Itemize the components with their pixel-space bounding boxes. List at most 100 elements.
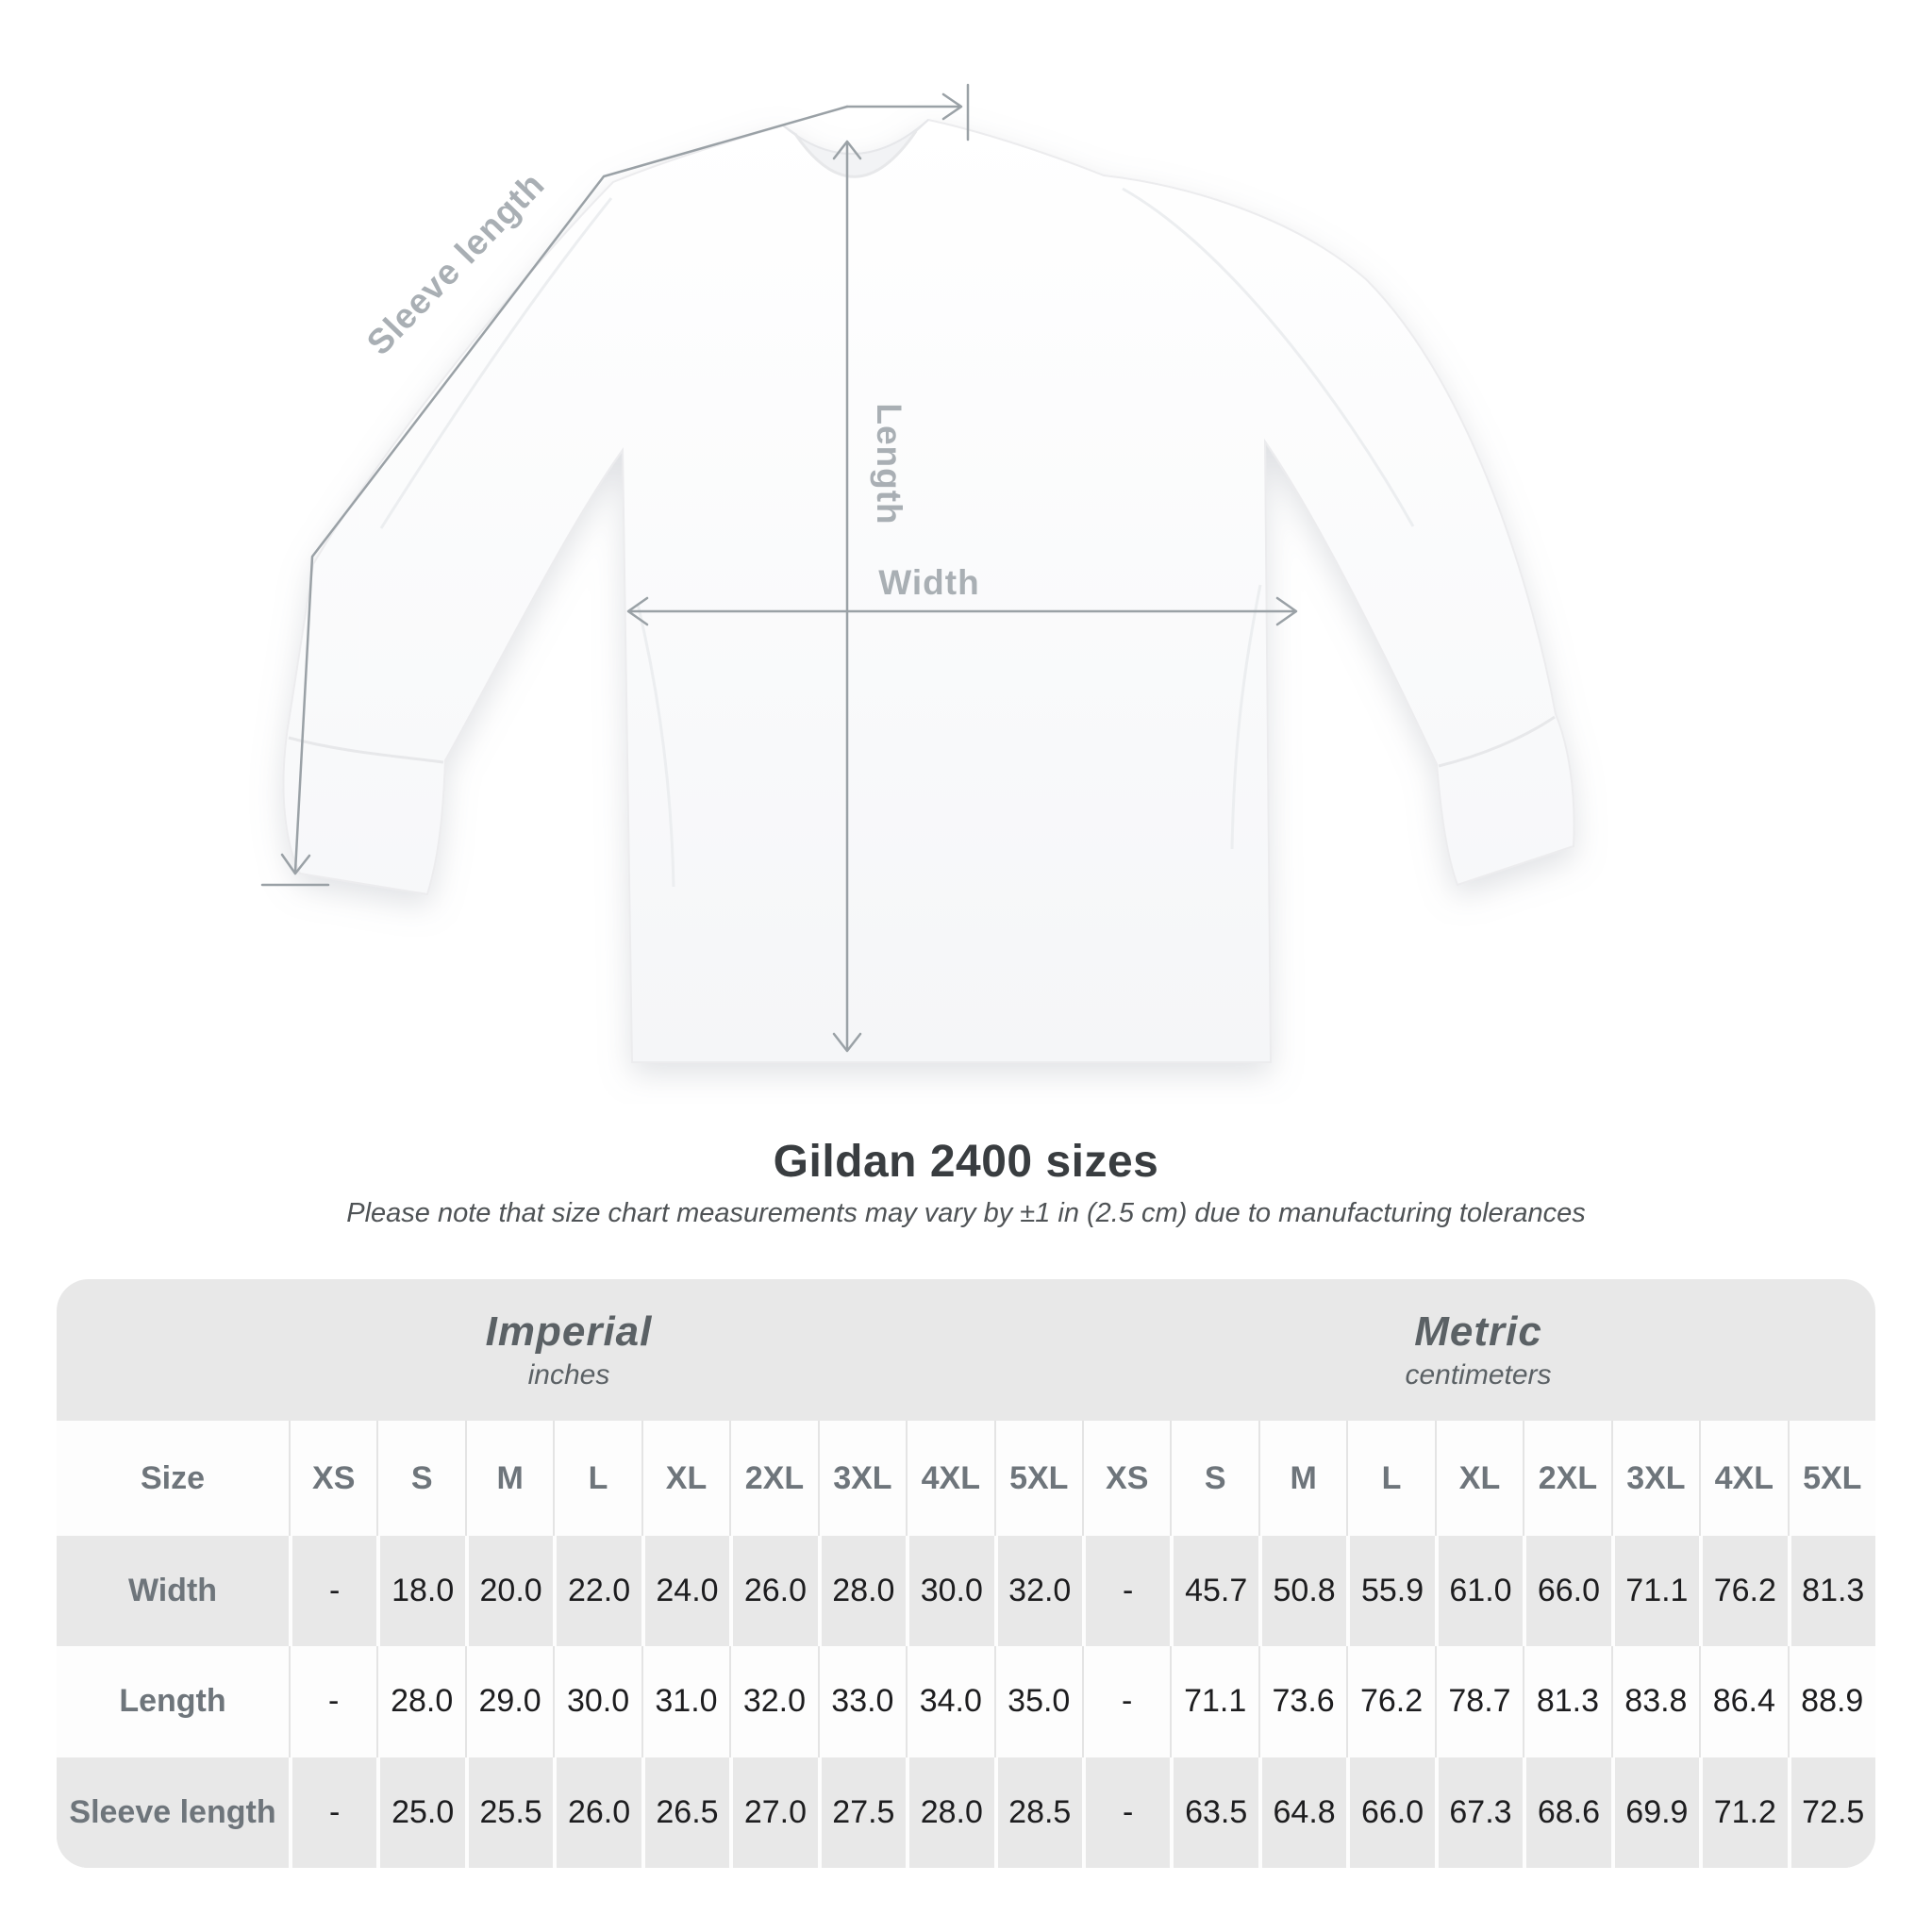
metric-value-cell: 88.9 [1787, 1646, 1875, 1757]
unit-group-row: Imperial inches Metric centimeters [57, 1279, 1875, 1421]
metric-value-cell: 50.8 [1257, 1536, 1346, 1647]
imperial-value-cell: 30.0 [553, 1646, 641, 1757]
metric-value-cell: 81.3 [1523, 1646, 1610, 1757]
sleeve-measure-arrowhead-down [280, 853, 311, 875]
metric-value-cell: 61.0 [1434, 1536, 1523, 1647]
size-header-imperial-4xl: 4XL [906, 1421, 993, 1536]
imperial-unit-label: inches [527, 1359, 610, 1391]
left-cuff-seam [288, 736, 444, 764]
size-header-metric-m: M [1257, 1421, 1346, 1536]
right-cuff-seam [1438, 715, 1556, 768]
metric-value-cell: 86.4 [1699, 1646, 1787, 1757]
size-table-body: Width -18.0 20.0 22.0 24.0 26.0 28.0 30.0 32.0-4… [57, 1536, 1875, 1868]
shirt-illustration [282, 118, 1575, 1063]
imperial-value-cell: 28.0 [906, 1757, 993, 1868]
table-row-sleeve-length: Sleeve length -25.0 25.5 26.0 26.5 27.0 27.5 28… [57, 1757, 1875, 1868]
imperial-value-cell: 34.0 [906, 1646, 993, 1757]
metric-value-cell: 69.9 [1610, 1757, 1699, 1868]
metric-value-cell: - [1081, 1536, 1170, 1647]
metric-unit-label: centimeters [1405, 1359, 1552, 1391]
size-column-header: Size [140, 1459, 206, 1496]
size-header-imperial-m: M [464, 1421, 553, 1536]
metric-value-cell: 64.8 [1257, 1757, 1346, 1868]
size-header-metric-4xl: 4XL [1699, 1421, 1787, 1536]
imperial-value-cell: - [289, 1536, 376, 1647]
metric-value-cell: 68.6 [1523, 1757, 1610, 1868]
metric-group-header: Metric centimeters [1081, 1279, 1875, 1421]
metric-value-cell: 72.5 [1787, 1757, 1875, 1868]
metric-value-cell: 71.1 [1170, 1646, 1257, 1757]
size-header-metric-xs: XS [1081, 1421, 1170, 1536]
imperial-value-cell: 28.0 [817, 1536, 906, 1647]
metric-value-cell: - [1081, 1646, 1170, 1757]
page-subtitle: Please note that size chart measurements… [346, 1198, 1586, 1228]
table-row-length: Length -28.0 29.0 30.0 31.0 32.0 33.0 34.0 35.0-… [57, 1646, 1875, 1757]
metric-value-cell: 66.0 [1523, 1536, 1610, 1647]
size-header-metric-xl: XL [1434, 1421, 1523, 1536]
metric-value-cell: 71.2 [1699, 1757, 1787, 1868]
metric-value-cell: 45.7 [1170, 1536, 1257, 1647]
metric-value-cell: 83.8 [1610, 1646, 1699, 1757]
imperial-value-cell: 29.0 [464, 1646, 553, 1757]
shirt-outline [282, 118, 1575, 1063]
imperial-label: Imperial [485, 1308, 653, 1355]
length-arrowhead-up [832, 140, 862, 160]
size-header-metric-s: S [1170, 1421, 1257, 1536]
metric-value-cell: 67.3 [1434, 1757, 1523, 1868]
metric-label: Metric [1414, 1308, 1542, 1355]
metric-value-cell: 78.7 [1434, 1646, 1523, 1757]
size-header-imperial-5xl: 5XL [993, 1421, 1082, 1536]
imperial-value-cell: 25.5 [464, 1757, 553, 1868]
imperial-value-cell: 32.0 [729, 1646, 817, 1757]
imperial-value-cell: 20.0 [464, 1536, 553, 1647]
size-header-imperial-xl: XL [641, 1421, 729, 1536]
fold-line [636, 603, 675, 888]
metric-value-cell: - [1081, 1757, 1170, 1868]
metric-value-cell: 73.6 [1257, 1646, 1346, 1757]
imperial-value-cell: 18.0 [376, 1536, 464, 1647]
imperial-value-cell: 28.5 [993, 1757, 1082, 1868]
imperial-value-cell: 22.0 [553, 1536, 641, 1647]
imperial-value-cell: 35.0 [993, 1646, 1082, 1757]
imperial-value-cell: 25.0 [376, 1757, 464, 1868]
length-label: Length [870, 403, 908, 525]
size-header-row: Size XS S M L XL 2XL 3XL 4XL 5XL XS S M L XL 2XL 3XL 4XL 5… [57, 1421, 1875, 1536]
row-label: Sleeve length [69, 1793, 276, 1830]
sleeve-measure-line [293, 105, 849, 874]
table-row-width: Width -18.0 20.0 22.0 24.0 26.0 28.0 30.0 32.0-4… [57, 1536, 1875, 1647]
width-label: Width [878, 563, 979, 602]
metric-value-cell: 63.5 [1170, 1757, 1257, 1868]
metric-value-cell: 66.0 [1346, 1757, 1434, 1868]
imperial-value-cell: - [289, 1646, 376, 1757]
imperial-value-cell: 28.0 [376, 1646, 464, 1757]
row-label: Width [127, 1573, 218, 1609]
imperial-value-cell: 32.0 [993, 1536, 1082, 1647]
imperial-value-cell: 27.0 [729, 1757, 817, 1868]
size-header-metric-3xl: 3XL [1610, 1421, 1699, 1536]
fold-line [1122, 187, 1415, 527]
size-header-imperial-3xl: 3XL [817, 1421, 906, 1536]
imperial-value-cell: - [289, 1757, 376, 1868]
imperial-value-cell: 26.5 [641, 1757, 729, 1868]
width-arrowhead-right [1275, 596, 1298, 626]
size-header-metric-l: L [1346, 1421, 1434, 1536]
imperial-value-cell: 30.0 [906, 1536, 993, 1647]
size-header-imperial-s: S [376, 1421, 464, 1536]
width-arrowhead-left [626, 596, 649, 626]
fold-line [379, 197, 613, 529]
length-arrowhead-down [832, 1032, 862, 1053]
metric-value-cell: 81.3 [1787, 1536, 1875, 1647]
fold-line [1230, 584, 1262, 850]
sleeve-measure-arrowhead-right [941, 92, 963, 121]
size-header-metric-2xl: 2XL [1523, 1421, 1610, 1536]
imperial-value-cell: 24.0 [641, 1536, 729, 1647]
imperial-value-cell: 31.0 [641, 1646, 729, 1757]
shirt-measurement-diagram: Sleeve length Length Width [260, 83, 1575, 1063]
collar-seam [793, 130, 918, 178]
imperial-value-cell: 33.0 [817, 1646, 906, 1757]
page-title: Gildan 2400 sizes [773, 1137, 1159, 1187]
metric-value-cell: 55.9 [1346, 1536, 1434, 1647]
size-table: Imperial inches Metric centimeters Size X… [57, 1279, 1875, 1868]
size-header-imperial-xs: XS [289, 1421, 376, 1536]
